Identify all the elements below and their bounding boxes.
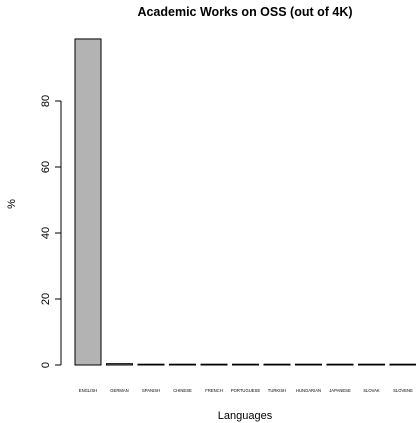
- y-tick-label: 40: [40, 227, 52, 239]
- y-tick-label: 20: [40, 293, 52, 305]
- chart-title: Academic Works on OSS (out of 4K): [137, 5, 352, 19]
- bar-portuguese: [232, 363, 259, 366]
- x-tick-label-german: GERMAN: [110, 388, 128, 393]
- bar-english: [74, 38, 102, 366]
- y-tick-label: 0: [40, 362, 52, 368]
- x-tick-label-portuguese: PORTUGUESE: [231, 388, 260, 393]
- x-tick-label-slovak: SLOVAK: [363, 388, 380, 393]
- x-tick-label-french: FRENCH: [205, 388, 222, 393]
- x-tick-label-slovene: SLOVENE: [393, 388, 413, 393]
- y-axis-title: %: [6, 199, 18, 209]
- y-tick-label: 60: [40, 161, 52, 173]
- x-tick-label-spanish: SPANISH: [142, 388, 160, 393]
- x-tick-label-chinese: CHINESE: [173, 388, 192, 393]
- bar-turkish: [263, 363, 291, 366]
- bar-german: [106, 363, 133, 366]
- x-axis-labels: ENGLISH GERMAN SPANISH CHINESE FRENCH PORTUGU…: [79, 388, 413, 393]
- x-tick-label-english: ENGLISH: [79, 388, 97, 393]
- x-tick-label-japanese: JAPANESE: [329, 388, 351, 393]
- bar-slovak: [358, 363, 385, 366]
- bar-hungarian: [295, 363, 322, 366]
- bar-slovene: [389, 363, 416, 366]
- y-axis: 0 20 40 60 80: [40, 95, 62, 368]
- x-tick-label-hungarian: HUNGARIAN: [296, 388, 321, 393]
- bars: [74, 38, 416, 366]
- bar-japanese: [326, 363, 354, 366]
- bar-spanish: [137, 363, 165, 366]
- bar-french: [200, 363, 228, 366]
- x-tick-label-turkish: TURKISH: [268, 388, 286, 393]
- bar-chinese: [169, 363, 196, 366]
- y-tick-label: 80: [40, 95, 52, 107]
- x-axis-title: Languages: [218, 410, 273, 422]
